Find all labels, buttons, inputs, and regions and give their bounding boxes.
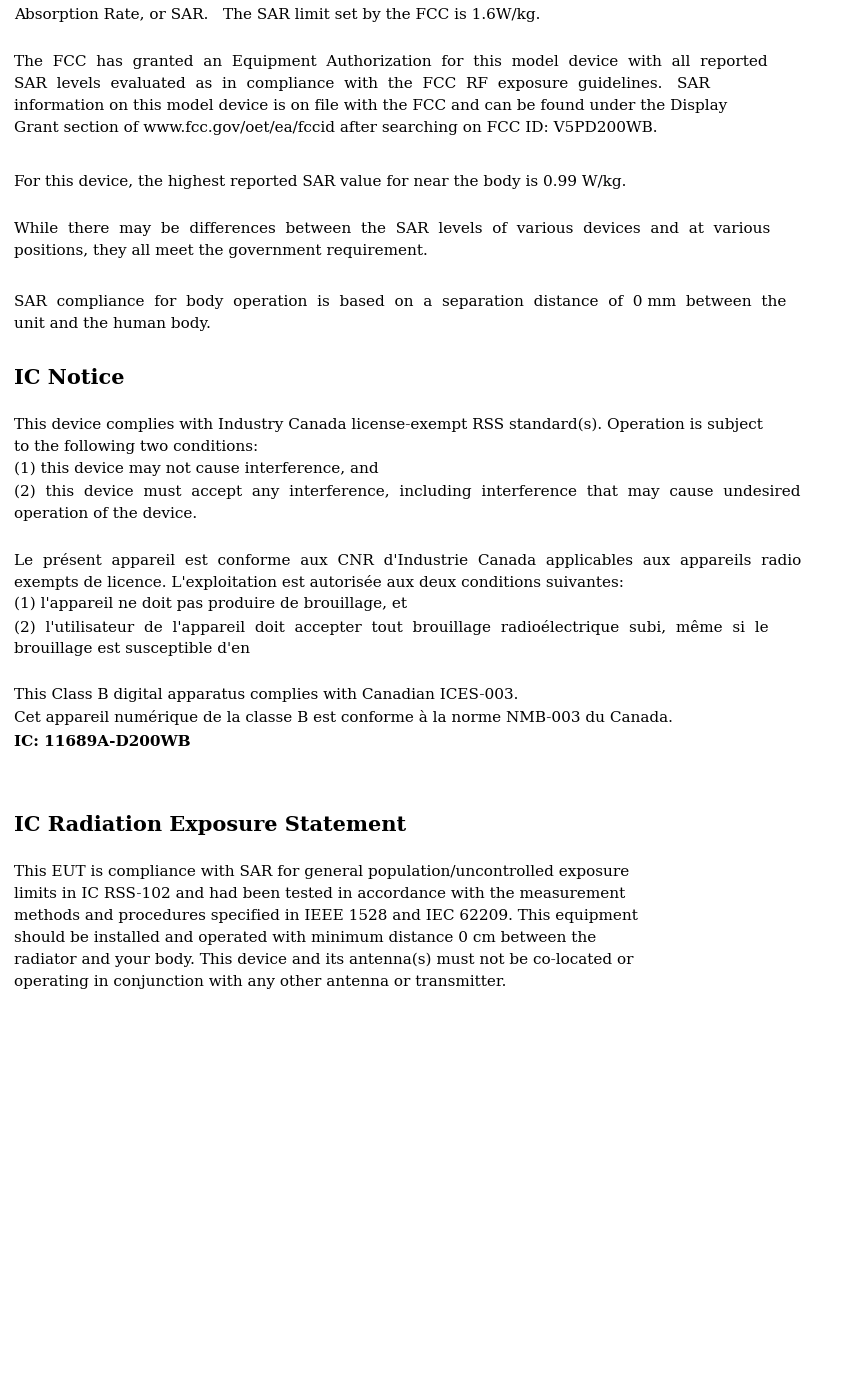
Text: operation of the device.: operation of the device. xyxy=(14,507,197,521)
Text: SAR  levels  evaluated  as  in  compliance  with  the  FCC  RF  exposure  guidel: SAR levels evaluated as in compliance wi… xyxy=(14,78,710,91)
Text: information on this model device is on file with the FCC and can be found under : information on this model device is on f… xyxy=(14,98,727,114)
Text: (1) this device may not cause interference, and: (1) this device may not cause interferen… xyxy=(14,462,379,477)
Text: IC Notice: IC Notice xyxy=(14,369,125,388)
Text: limits in IC RSS-102 and had been tested in accordance with the measurement: limits in IC RSS-102 and had been tested… xyxy=(14,887,625,901)
Text: (2)  this  device  must  accept  any  interference,  including  interference  th: (2) this device must accept any interfer… xyxy=(14,485,800,499)
Text: Le  présent  appareil  est  conforme  aux  CNR  d'Industrie  Canada  applicables: Le présent appareil est conforme aux CNR… xyxy=(14,553,801,568)
Text: (1) l'appareil ne doit pas produire de brouillage, et: (1) l'appareil ne doit pas produire de b… xyxy=(14,597,407,611)
Text: Grant section of www.fcc.gov/oet/ea/fccid after searching on FCC ID: V5PD200WB.: Grant section of www.fcc.gov/oet/ea/fcci… xyxy=(14,121,657,134)
Text: While  there  may  be  differences  between  the  SAR  levels  of  various  devi: While there may be differences between t… xyxy=(14,222,770,236)
Text: brouillage est susceptible d'en: brouillage est susceptible d'en xyxy=(14,642,250,656)
Text: methods and procedures specified in IEEE 1528 and IEC 62209. This equipment: methods and procedures specified in IEEE… xyxy=(14,909,638,923)
Text: operating in conjunction with any other antenna or transmitter.: operating in conjunction with any other … xyxy=(14,974,506,990)
Text: Cet appareil numérique de la classe B est conforme à la norme NMB-003 du Canada.: Cet appareil numérique de la classe B es… xyxy=(14,710,673,725)
Text: Absorption Rate, or SAR.   The SAR limit set by the FCC is 1.6W/kg.: Absorption Rate, or SAR. The SAR limit s… xyxy=(14,8,541,22)
Text: unit and the human body.: unit and the human body. xyxy=(14,317,211,331)
Text: should be installed and operated with minimum distance 0 cm between the: should be installed and operated with mi… xyxy=(14,931,596,945)
Text: For this device, the highest reported SAR value for near the body is 0.99 W/kg.: For this device, the highest reported SA… xyxy=(14,175,626,188)
Text: positions, they all meet the government requirement.: positions, they all meet the government … xyxy=(14,244,428,258)
Text: This Class B digital apparatus complies with Canadian ICES-003.: This Class B digital apparatus complies … xyxy=(14,687,518,701)
Text: to the following two conditions:: to the following two conditions: xyxy=(14,439,259,455)
Text: The  FCC  has  granted  an  Equipment  Authorization  for  this  model  device  : The FCC has granted an Equipment Authori… xyxy=(14,55,767,69)
Text: IC: 11689A-D200WB: IC: 11689A-D200WB xyxy=(14,735,190,748)
Text: This EUT is compliance with SAR for general population/uncontrolled exposure: This EUT is compliance with SAR for gene… xyxy=(14,865,629,879)
Text: This device complies with Industry Canada license-exempt RSS standard(s). Operat: This device complies with Industry Canad… xyxy=(14,419,763,432)
Text: SAR  compliance  for  body  operation  is  based  on  a  separation  distance  o: SAR compliance for body operation is bas… xyxy=(14,295,786,309)
Text: IC Radiation Exposure Statement: IC Radiation Exposure Statement xyxy=(14,815,407,834)
Text: exempts de licence. L'exploitation est autorisée aux deux conditions suivantes:: exempts de licence. L'exploitation est a… xyxy=(14,575,624,590)
Text: radiator and your body. This device and its antenna(s) must not be co-located or: radiator and your body. This device and … xyxy=(14,954,633,967)
Text: (2)  l'utilisateur  de  l'appareil  doit  accepter  tout  brouillage  radioélect: (2) l'utilisateur de l'appareil doit acc… xyxy=(14,620,769,635)
